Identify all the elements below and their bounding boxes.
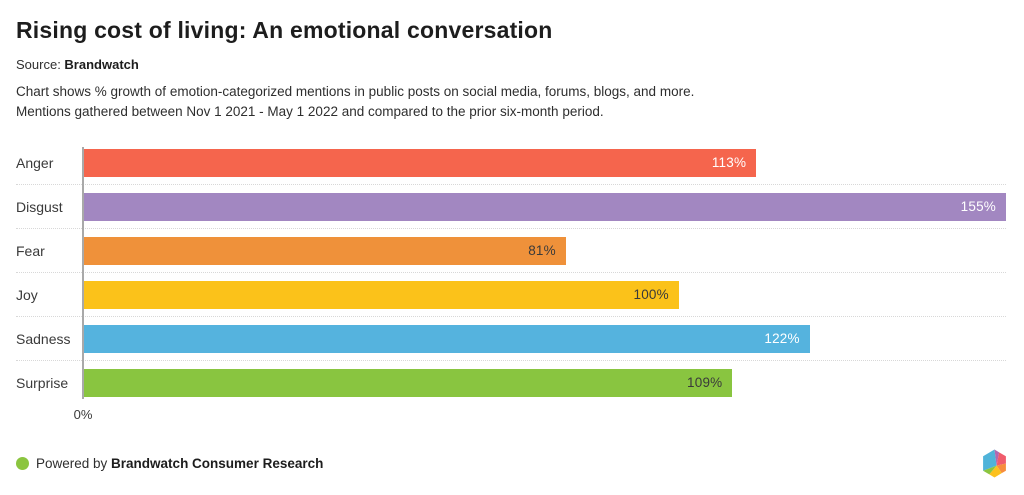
bar-value-label: 109% xyxy=(687,375,723,390)
chart-row: Joy 100% xyxy=(16,273,1006,317)
source-prefix: Source: xyxy=(16,57,65,72)
bar-fear: 81% xyxy=(84,236,566,265)
powered-by-text: Powered by Brandwatch Consumer Research xyxy=(36,456,323,471)
category-label: Fear xyxy=(16,242,45,259)
bar-track: 100% xyxy=(84,280,1006,309)
bar-value-label: 81% xyxy=(528,243,556,258)
bar-track: 122% xyxy=(84,324,1006,353)
chart-row: Anger 113% xyxy=(16,141,1006,185)
chart-row: Disgust 155% xyxy=(16,185,1006,229)
powered-by-brand: Brandwatch Consumer Research xyxy=(111,456,324,471)
x-axis-origin-label: 0% xyxy=(73,407,93,422)
bar-value-label: 122% xyxy=(764,331,800,346)
bar-track: 155% xyxy=(84,192,1006,221)
powered-by-prefix: Powered by xyxy=(36,456,112,471)
source-line: Source: Brandwatch xyxy=(16,57,1008,72)
category-label: Disgust xyxy=(16,198,63,215)
footer: Powered by Brandwatch Consumer Research xyxy=(16,449,1008,478)
chart-row: Fear 81% xyxy=(16,229,1006,273)
category-label: Surprise xyxy=(16,374,69,391)
brand-dot-icon xyxy=(16,457,29,470)
bar-value-label: 100% xyxy=(633,287,669,302)
bar-track: 81% xyxy=(84,236,1006,265)
description-line-1: Chart shows % growth of emotion-categori… xyxy=(16,84,695,99)
category-label: Anger xyxy=(16,154,54,171)
chart-description: Chart shows % growth of emotion-categori… xyxy=(16,82,1008,121)
bar-track: 109% xyxy=(84,368,1006,397)
chart-rows: Anger 113% Disgust 155% Fear 81% Joy 100% Sadnes… xyxy=(16,141,1006,404)
source-name: Brandwatch xyxy=(64,57,139,72)
page-title: Rising cost of living: An emotional conv… xyxy=(16,17,553,43)
brandwatch-logo-icon xyxy=(983,449,1006,478)
bar-anger: 113% xyxy=(84,148,757,177)
chart-row: Surprise 109% xyxy=(16,361,1006,404)
bar-value-label: 155% xyxy=(960,199,996,214)
category-label: Joy xyxy=(16,286,38,303)
bar-surprise: 109% xyxy=(84,368,733,397)
description-line-2: Mentions gathered between Nov 1 2021 - M… xyxy=(16,103,604,119)
bar-chart: Anger 113% Disgust 155% Fear 81% Joy 100% Sadnes… xyxy=(16,141,1006,422)
y-axis-line xyxy=(82,147,84,399)
bar-disgust: 155% xyxy=(84,192,1006,221)
bar-value-label: 113% xyxy=(711,155,747,170)
bar-joy: 100% xyxy=(84,280,679,309)
chart-row: Sadness 122% xyxy=(16,317,1006,361)
category-label: Sadness xyxy=(16,330,71,347)
chart-header: Rising cost of living: An emotional conv… xyxy=(16,16,1008,121)
bar-track: 113% xyxy=(84,148,1006,177)
bar-sadness: 122% xyxy=(84,324,810,353)
